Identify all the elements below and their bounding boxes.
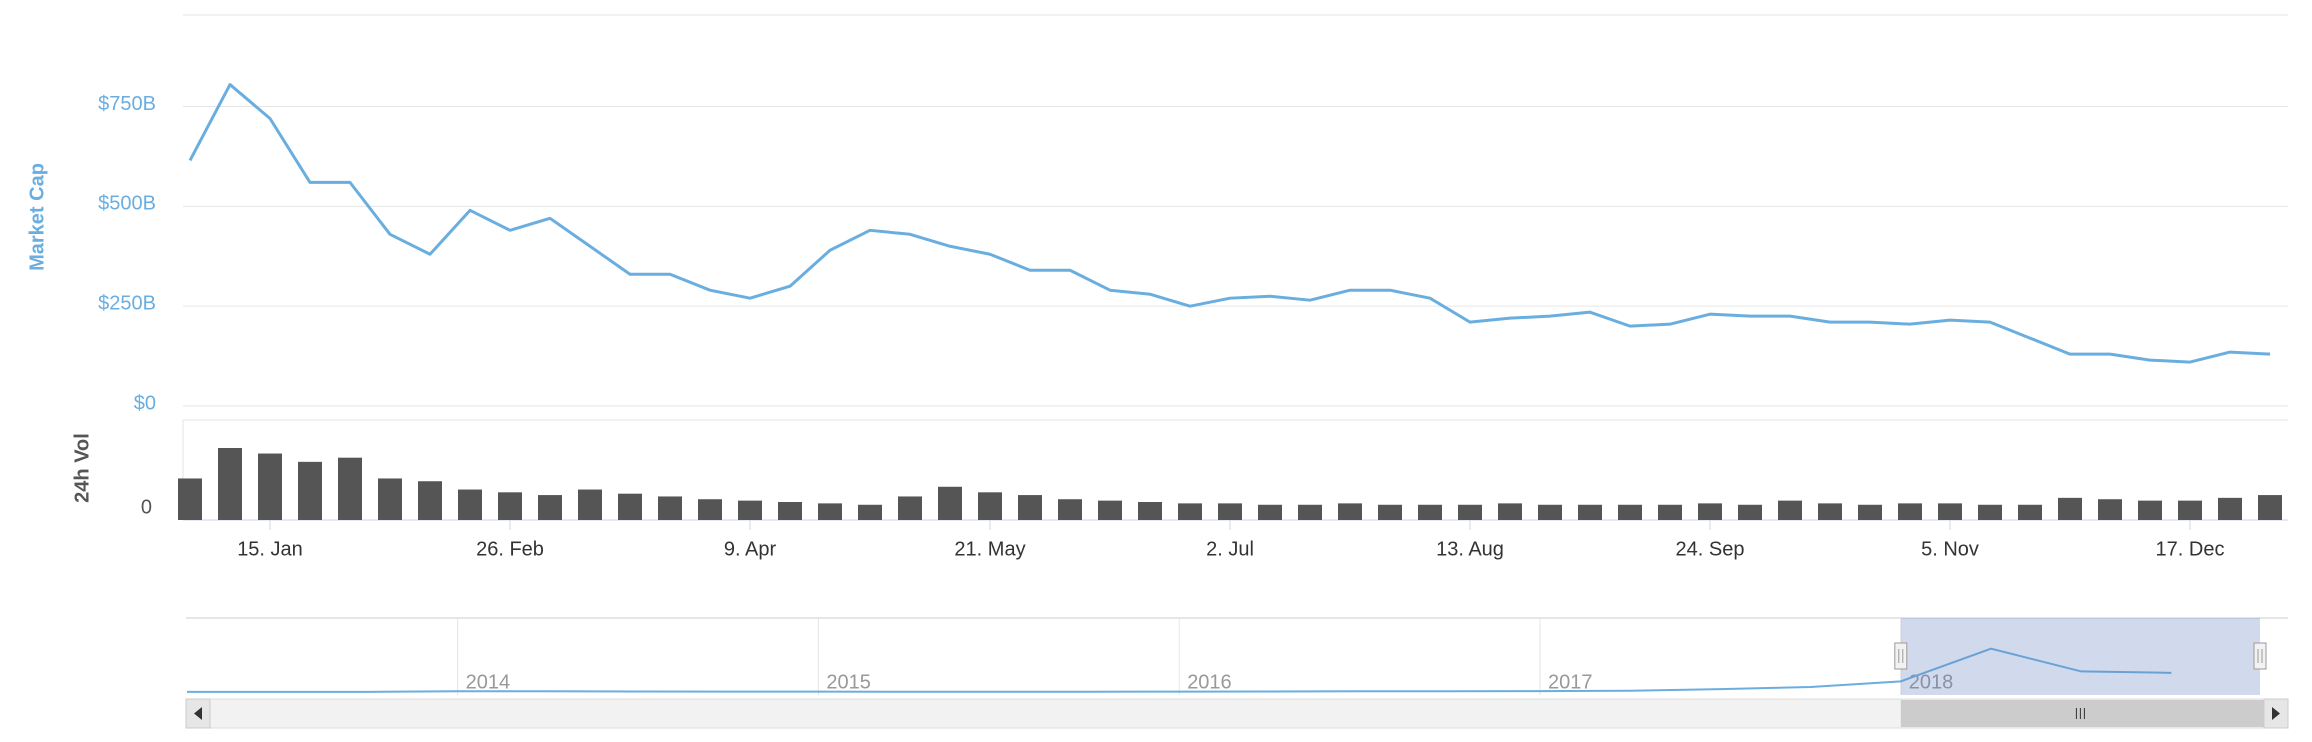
volume-bar — [2138, 500, 2162, 520]
volume-bar — [1258, 504, 1282, 520]
volume-bar — [1978, 504, 2002, 520]
volume-bar — [418, 481, 442, 520]
y-tick-label: $0 — [134, 392, 156, 414]
volume-bar — [1498, 503, 1522, 520]
volume-bar — [1538, 504, 1562, 520]
volume-bar — [778, 502, 802, 520]
volume-bar — [2218, 497, 2242, 520]
volume-bar — [2258, 495, 2282, 520]
navigator-year-label: 2015 — [826, 671, 871, 693]
x-tick-label: 5. Nov — [1921, 538, 1979, 560]
volume-bar — [1818, 503, 1842, 520]
x-tick-label: 24. Sep — [1676, 538, 1745, 560]
volume-bar — [1938, 503, 1962, 520]
navigator-year-label: 2014 — [466, 671, 511, 693]
volume-bar — [1098, 500, 1122, 520]
volume-bar — [1418, 504, 1442, 520]
volume-bar — [898, 496, 922, 520]
scroll-right-button[interactable] — [2263, 698, 2289, 729]
volume-bar — [2058, 497, 2082, 520]
navigator-year-label: 2016 — [1187, 671, 1232, 693]
left-arrow — [194, 707, 202, 720]
x-tick-label: 21. May — [954, 538, 1025, 560]
volume-bar — [1458, 504, 1482, 520]
volume-bar — [818, 503, 842, 520]
volume-bar — [378, 478, 402, 520]
volume-bar — [498, 492, 522, 520]
volume-bar — [1898, 503, 1922, 520]
volume-bar — [698, 499, 722, 520]
volume-bar — [458, 489, 482, 520]
volume-bar — [578, 489, 602, 520]
volume-tick-label: 0 — [141, 496, 152, 518]
market-cap-line — [188, 83, 2271, 364]
volume-bar — [738, 500, 762, 520]
volume-bar — [1218, 503, 1242, 520]
volume-bar — [978, 492, 1002, 520]
volume-bar — [178, 478, 202, 520]
volume-bar — [218, 448, 242, 520]
volume-bar — [1298, 504, 1322, 520]
volume-bar — [618, 493, 642, 520]
right-arrow — [2272, 707, 2280, 720]
volume-bar — [2018, 504, 2042, 520]
volume-bar — [1698, 503, 1722, 520]
x-tick-label: 26. Feb — [476, 538, 544, 560]
y-tick-label: $750B — [98, 93, 156, 115]
volume-bar — [1138, 502, 1162, 520]
volume-bar — [1858, 504, 1882, 520]
volume-bar — [298, 461, 322, 520]
scrollbar-thumb[interactable] — [1900, 700, 2264, 727]
y-tick-label: $250B — [98, 292, 156, 314]
navigator-line — [186, 647, 2172, 693]
y-axis-title: Market Cap — [26, 163, 48, 271]
volume-bar — [1058, 499, 1082, 520]
volume-axis-title: 24h Vol — [71, 433, 93, 503]
volume-bar — [1338, 503, 1362, 520]
x-tick-label: 9. Apr — [724, 538, 777, 560]
x-tick-label: 17. Dec — [2156, 538, 2225, 560]
volume-bar — [1618, 504, 1642, 520]
volume-bar — [1778, 500, 1802, 520]
volume-bar — [1658, 504, 1682, 520]
volume-bar — [2098, 499, 2122, 520]
x-tick-label: 2. Jul — [1206, 538, 1254, 560]
navigator-handle[interactable] — [1894, 642, 1908, 670]
volume-bar — [1018, 495, 1042, 520]
x-tick-label: 15. Jan — [237, 538, 303, 560]
volume-bar — [538, 495, 562, 520]
volume-bar — [1578, 504, 1602, 520]
navigator-year-label: 2017 — [1548, 671, 1593, 693]
volume-bar — [858, 504, 882, 520]
volume-bar — [2178, 500, 2202, 520]
navigator-selection[interactable] — [1900, 618, 2260, 695]
x-tick-label: 13. Aug — [1436, 538, 1504, 560]
volume-bar — [258, 453, 282, 520]
navigator-handle[interactable] — [2253, 642, 2267, 670]
volume-bar — [658, 496, 682, 520]
volume-bar — [338, 457, 362, 520]
volume-bar — [1178, 503, 1202, 520]
volume-bar — [1378, 504, 1402, 520]
volume-bar — [1738, 504, 1762, 520]
volume-bar — [938, 486, 962, 520]
y-tick-label: $500B — [98, 193, 156, 215]
navigator-year-label: 2018 — [1909, 671, 1954, 693]
